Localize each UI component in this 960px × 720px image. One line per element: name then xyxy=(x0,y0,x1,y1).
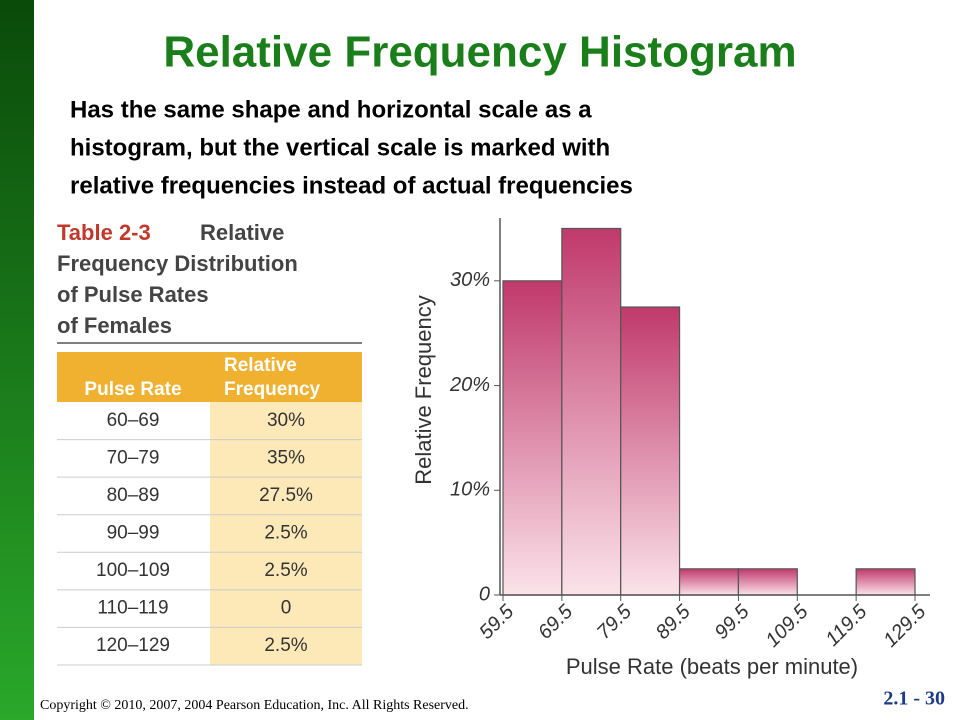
bar xyxy=(620,306,681,596)
x-tick-label: 99.5 xyxy=(711,600,755,644)
table-cell: 80–89 xyxy=(107,485,160,506)
table-caption: of Pulse Rates xyxy=(57,282,209,307)
x-tick-label: 69.5 xyxy=(534,600,578,644)
table-cell: 30% xyxy=(267,410,305,431)
x-axis-label: Pulse Rate (beats per minute) xyxy=(566,654,858,679)
x-tick-label: 129.5 xyxy=(879,600,931,652)
slide-text: relative frequencies instead of actual f… xyxy=(70,172,633,199)
slide-text: histogram, but the vertical scale is mar… xyxy=(70,134,610,161)
table-cell: 90–99 xyxy=(107,523,160,544)
table-cell: 0 xyxy=(281,598,292,619)
table-caption: Frequency Distribution xyxy=(57,251,298,276)
slide-text: Has the same shape and horizontal scale … xyxy=(70,96,592,123)
table-caption: Relative xyxy=(200,220,284,245)
table-header-cell: Pulse Rate xyxy=(84,379,181,400)
table-column xyxy=(210,402,362,665)
table-cell: 2.5% xyxy=(264,523,307,544)
table-label: Table 2-3 xyxy=(57,220,151,245)
table-caption: of Females xyxy=(57,313,172,338)
table-header-cell: Frequency xyxy=(224,379,321,400)
bar xyxy=(855,568,916,596)
y-tick-label: 30% xyxy=(450,269,490,291)
table-cell: 120–129 xyxy=(96,635,170,656)
x-tick-label: 79.5 xyxy=(593,600,637,644)
table-cell: 70–79 xyxy=(107,447,160,468)
table-cell: 60–69 xyxy=(107,410,160,431)
footer: Copyright © 2010, 2007, 2004 Pearson Edu… xyxy=(40,698,469,713)
page-number: 2.1 - 30 xyxy=(883,688,945,710)
table-header-cell: Relative xyxy=(224,355,297,376)
side-bar xyxy=(0,0,34,720)
bar xyxy=(737,568,798,596)
bar xyxy=(502,280,563,596)
x-tick-label: 119.5 xyxy=(822,600,873,651)
table-cell: 100–109 xyxy=(96,560,170,581)
table-cell: 110–119 xyxy=(97,598,168,619)
y-tick-label: 10% xyxy=(450,479,490,501)
bar xyxy=(561,227,622,596)
y-axis-label: Relative Frequency xyxy=(411,295,436,485)
slide-title: Relative Frequency Histogram xyxy=(163,28,796,77)
table-header xyxy=(57,352,362,402)
table-cell: 35% xyxy=(267,447,305,468)
x-tick-label: 59.5 xyxy=(475,600,519,644)
table-cell: 27.5% xyxy=(259,485,313,506)
y-tick-label: 20% xyxy=(449,374,490,396)
bar xyxy=(678,568,740,596)
y-tick-label: 0 xyxy=(479,583,490,605)
x-tick-label: 89.5 xyxy=(652,600,696,644)
table-cell: 2.5% xyxy=(264,635,307,656)
x-tick-label: 109.5 xyxy=(762,600,814,652)
table-cell: 2.5% xyxy=(264,560,307,581)
